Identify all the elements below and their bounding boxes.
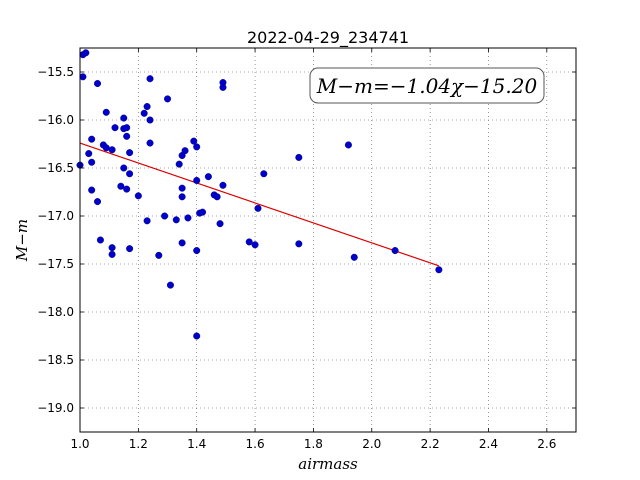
y-tick-label: −17.0 [37,209,74,223]
data-point [193,176,201,184]
data-point [295,240,303,248]
data-point [161,212,169,220]
data-point [216,220,224,228]
data-point [175,160,183,168]
fit-equation-box: M−m=−1.04χ−15.20 [309,67,545,104]
data-point [181,147,189,155]
data-point [199,208,207,216]
data-point [134,192,142,200]
data-point [85,150,93,158]
y-tick-label: −19.0 [37,401,74,415]
data-point [88,186,96,194]
data-point [193,332,201,340]
data-point [178,239,186,247]
plot-area [80,48,576,432]
x-tick-label: 2.6 [537,437,556,451]
data-point [190,137,198,145]
data-point [140,109,148,117]
data-point [94,198,102,206]
data-point [219,181,227,189]
data-point [193,143,201,151]
fit-line [79,142,440,267]
grid [79,48,576,432]
data-point [172,216,180,224]
data-point [126,245,134,253]
y-tick-label: −18.5 [37,353,74,367]
x-tick-labels: 1.0 1.2 1.4 1.6 1.8 2.0 2.2 2.4 2.6 [70,437,556,451]
x-tick-label: 1.6 [246,437,265,451]
chart-title: 2022-04-29_234741 [247,28,409,48]
data-point [102,144,110,152]
data-point [166,281,174,289]
x-tick-label: 1.2 [129,437,148,451]
data-point [391,247,399,255]
data-point [164,95,172,103]
data-point [184,214,192,222]
data-point [143,217,151,225]
data-point [146,139,154,147]
data-point [155,251,163,259]
x-tick-label: 1.4 [187,437,206,451]
y-tick-label: −17.5 [37,257,74,271]
data-point [88,158,96,166]
plot-frame [79,47,577,433]
data-point [102,108,110,116]
data-point [435,266,443,274]
data-point [219,83,227,91]
data-point [213,193,221,201]
x-tick-label: 2.4 [479,437,498,451]
data-point [79,73,87,81]
data-point [344,141,352,149]
data-point [120,114,128,122]
data-point [251,241,259,249]
data-point [94,80,102,88]
x-tick-label: 2.2 [421,437,440,451]
data-point [295,153,303,161]
data-point [111,124,119,132]
y-tick-label: −18.0 [37,305,74,319]
fit-equation-frame [309,67,545,104]
fit-equation: M−m=−1.04χ−15.20 [316,74,538,98]
x-axis-label: airmass [298,455,358,473]
fit-line-layer [79,142,440,267]
data-point [350,253,358,261]
x-tick-label: 1.0 [70,437,89,451]
data-point [245,238,253,246]
data-point [108,250,116,258]
data-point [88,135,96,143]
axis-ticks [79,48,576,432]
data-point [120,164,128,172]
data-point [117,182,125,190]
data-point [126,170,134,178]
y-tick-label: −16.0 [37,113,74,127]
data-point [108,244,116,252]
data-point [260,170,268,178]
data-point [143,103,151,111]
data-point [108,146,116,154]
data-point [193,247,201,255]
y-tick-label: −15.5 [37,65,74,79]
x-tick-label: 2.0 [362,437,381,451]
data-point [146,75,154,83]
x-tick-label: 1.8 [304,437,323,451]
data-points [76,49,443,340]
data-point [204,173,212,181]
data-point [146,116,154,124]
data-point [96,236,104,244]
y-tick-label: −16.5 [37,161,74,175]
data-point [82,49,90,57]
data-point [123,124,131,132]
data-point [123,185,131,193]
data-point [254,204,262,212]
y-tick-labels: −15.5 −16.0 −16.5 −17.0 −17.5 −18.0 −18.5 −19.0 [37,65,74,415]
y-axis-label: M−m [13,219,31,262]
data-point [126,149,134,157]
data-point [178,193,186,201]
data-point [178,184,186,192]
data-point [123,132,131,140]
